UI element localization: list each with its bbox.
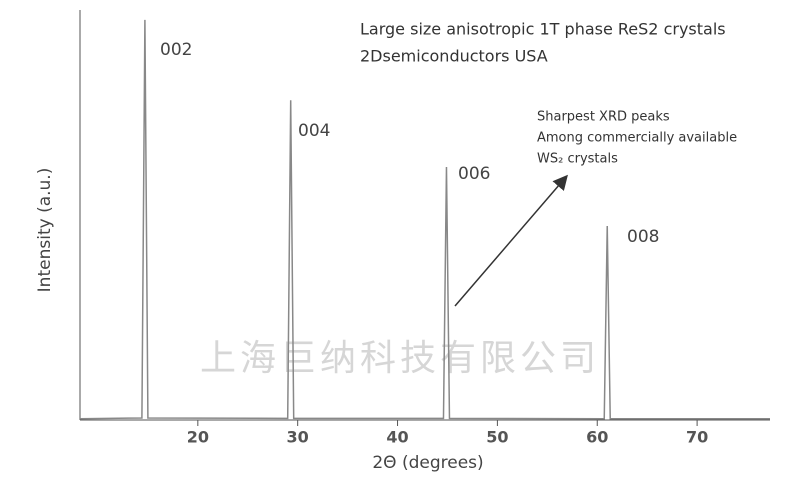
annotation: WS₂ crystals [537, 152, 618, 167]
x-tick-label: 70 [686, 428, 708, 447]
chart-title: Large size anisotropic 1T phase ReS2 cry… [360, 20, 726, 39]
peak-label: 008 [627, 227, 659, 247]
annotation-arrow [454, 174, 568, 307]
peak-label: 006 [458, 164, 490, 184]
y-axis-label: Intensity (a.u.) [35, 168, 55, 293]
x-axis-label: 2Θ (degrees) [372, 453, 483, 473]
x-tick-label: 60 [586, 428, 608, 447]
chart-subtitle: 2Dsemiconductors USA [360, 47, 548, 66]
x-tick-label: 30 [287, 428, 309, 447]
peak-label: 004 [298, 121, 330, 141]
annotation: Among commercially available [537, 131, 737, 146]
x-tick-label: 40 [386, 428, 408, 447]
watermark: 上海巨纳科技有限公司 [200, 338, 600, 379]
x-tick-label: 50 [486, 428, 508, 447]
annotation: Sharpest XRD peaks [537, 110, 670, 125]
xrd-line [79, 19, 770, 420]
x-tick-label: 20 [187, 428, 209, 447]
peak-label: 002 [160, 40, 192, 60]
